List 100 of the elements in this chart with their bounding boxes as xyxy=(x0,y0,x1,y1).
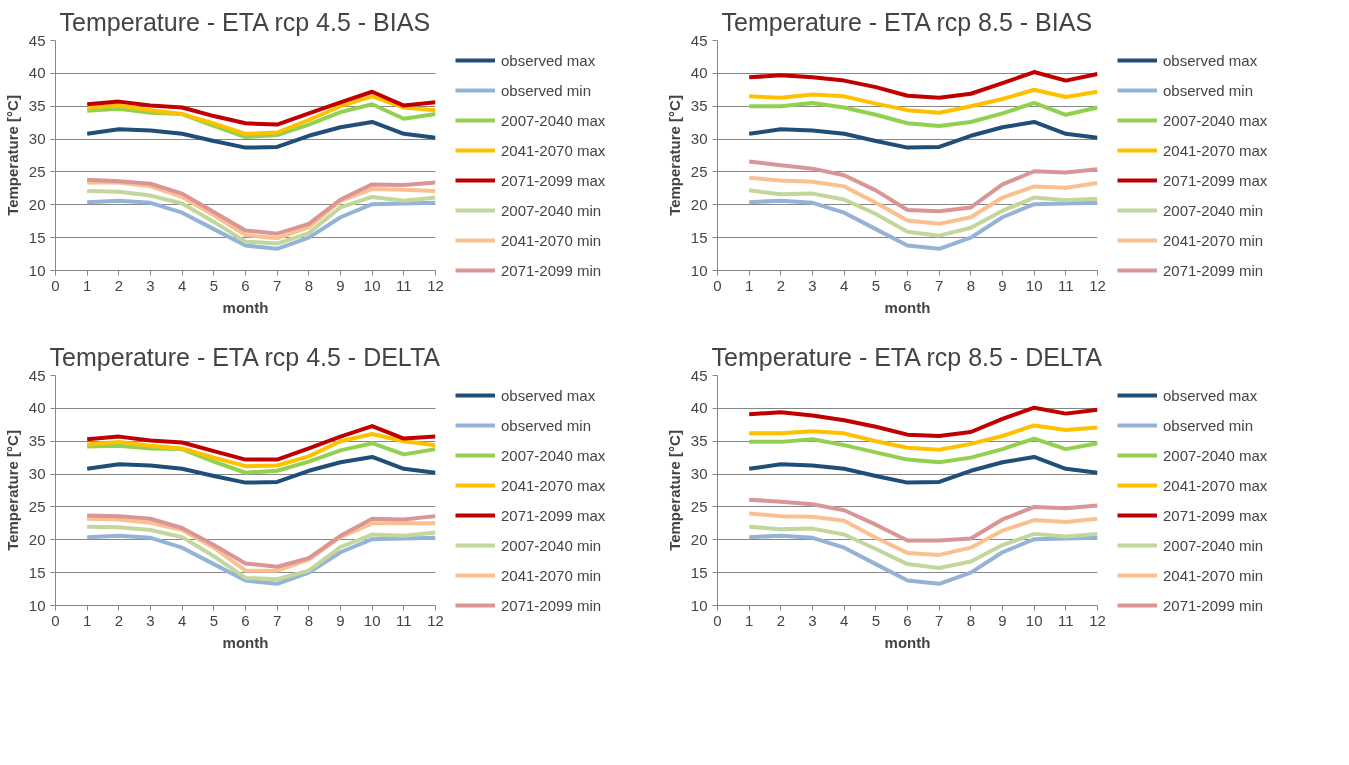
line-series xyxy=(85,533,436,586)
legend-label: 2071-2099 max xyxy=(1163,506,1268,524)
x-tick-label: 12 xyxy=(427,611,444,629)
x-tick-label: 0 xyxy=(51,611,60,629)
line-series xyxy=(85,198,436,251)
chart-title: Temperature - ETA rcp 4.5 - BIAS xyxy=(59,7,431,36)
legend-label: 2007-2040 min xyxy=(1163,536,1264,554)
y-tick-label: 10 xyxy=(28,261,46,279)
line-series xyxy=(747,87,1098,115)
line-series xyxy=(85,424,436,462)
y-tick-label: 10 xyxy=(690,596,708,614)
y-tick-label: 15 xyxy=(690,228,708,246)
line-series xyxy=(747,524,1098,571)
legend-label: observed max xyxy=(1163,51,1258,69)
chart-title: Temperature - ETA rcp 8.5 - DELTA xyxy=(711,342,1103,371)
x-axis-title: month xyxy=(884,298,931,316)
legend-label: 2007-2040 min xyxy=(501,536,602,554)
y-tick-label: 35 xyxy=(690,432,708,450)
line-series xyxy=(85,431,436,469)
x-tick-label: 7 xyxy=(935,276,944,294)
y-tick-label: 10 xyxy=(690,261,708,279)
line-series xyxy=(747,198,1098,251)
x-tick-label: 3 xyxy=(808,611,817,629)
x-axis-title: month xyxy=(222,633,269,651)
x-tick-label: 9 xyxy=(336,276,345,294)
line-series xyxy=(85,188,436,246)
y-tick-label: 45 xyxy=(690,366,708,384)
legend-label: observed min xyxy=(501,81,592,99)
x-tick-label: 4 xyxy=(178,276,187,294)
y-tick-label: 30 xyxy=(690,465,708,483)
line-series xyxy=(747,119,1098,150)
x-tick-label: 3 xyxy=(808,276,817,294)
line-series xyxy=(85,454,436,485)
line-series xyxy=(85,524,436,582)
x-tick-label: 6 xyxy=(903,276,912,294)
x-tick-label: 2 xyxy=(114,611,124,629)
x-tick-label: 9 xyxy=(336,611,345,629)
line-series xyxy=(747,159,1098,214)
x-tick-label: 1 xyxy=(83,276,92,294)
x-tick-label: 5 xyxy=(209,611,219,629)
y-tick-label: 20 xyxy=(28,530,46,548)
legend-label: 2041-2070 max xyxy=(501,476,606,494)
legend-label: 2041-2070 max xyxy=(501,141,606,159)
x-tick-label: 0 xyxy=(51,276,60,294)
x-tick-label: 9 xyxy=(998,611,1007,629)
x-tick-label: 10 xyxy=(1025,276,1043,294)
legend-label: 2071-2099 min xyxy=(501,596,602,614)
legend-label: 2007-2040 max xyxy=(501,111,606,129)
line-series xyxy=(747,436,1098,465)
y-axis-title: Temperature [°C] xyxy=(665,95,683,216)
legend-label: 2041-2070 min xyxy=(1163,231,1264,249)
x-tick-label: 10 xyxy=(363,276,381,294)
y-tick-label: 40 xyxy=(690,399,708,417)
x-tick-label: 6 xyxy=(241,276,250,294)
legend-label: observed max xyxy=(501,386,596,404)
legend-label: 2041-2070 min xyxy=(501,566,602,584)
legend-label: 2007-2040 max xyxy=(1163,446,1268,464)
legend-label: 2007-2040 max xyxy=(501,446,606,464)
x-axis-title: month xyxy=(884,633,931,651)
x-tick-label: 11 xyxy=(396,611,412,629)
y-tick-label: 40 xyxy=(690,64,708,82)
line-series xyxy=(747,511,1098,557)
legend-label: 2007-2040 min xyxy=(501,201,602,219)
legend-label: 2041-2070 max xyxy=(1163,476,1268,494)
y-tick-label: 15 xyxy=(28,228,46,246)
y-tick-label: 20 xyxy=(690,195,708,213)
y-tick-label: 35 xyxy=(28,432,46,450)
x-tick-label: 11 xyxy=(1058,611,1074,629)
y-tick-label: 25 xyxy=(690,497,708,515)
y-axis-title: Temperature [°C] xyxy=(665,430,683,551)
x-tick-label: 7 xyxy=(935,611,944,629)
y-tick-label: 10 xyxy=(28,596,46,614)
legend-label: 2041-2070 min xyxy=(1163,566,1264,584)
x-tick-label: 8 xyxy=(966,276,976,294)
x-tick-label: 1 xyxy=(83,611,92,629)
x-tick-label: 9 xyxy=(998,276,1007,294)
y-tick-label: 40 xyxy=(28,64,46,82)
x-tick-label: 12 xyxy=(1089,611,1106,629)
x-tick-label: 4 xyxy=(840,611,849,629)
y-tick-label: 20 xyxy=(690,530,708,548)
legend-label: 2071-2099 min xyxy=(1163,261,1264,279)
x-tick-label: 5 xyxy=(871,276,881,294)
x-tick-label: 2 xyxy=(776,276,786,294)
legend-label: 2007-2040 max xyxy=(1163,111,1268,129)
y-tick-label: 45 xyxy=(28,366,46,384)
y-tick-label: 45 xyxy=(690,31,708,49)
x-tick-label: 0 xyxy=(713,611,722,629)
x-tick-label: 3 xyxy=(146,276,155,294)
x-tick-label: 5 xyxy=(209,276,219,294)
x-tick-label: 5 xyxy=(871,611,881,629)
line-series xyxy=(747,100,1098,128)
y-tick-label: 25 xyxy=(28,162,46,180)
line-series xyxy=(747,70,1098,100)
x-tick-label: 10 xyxy=(363,611,381,629)
x-tick-label: 3 xyxy=(146,611,155,629)
y-tick-label: 35 xyxy=(28,97,46,115)
x-tick-label: 10 xyxy=(1025,611,1043,629)
line-series xyxy=(85,119,436,150)
legend-label: 2041-2070 min xyxy=(501,231,602,249)
x-tick-label: 6 xyxy=(241,611,250,629)
